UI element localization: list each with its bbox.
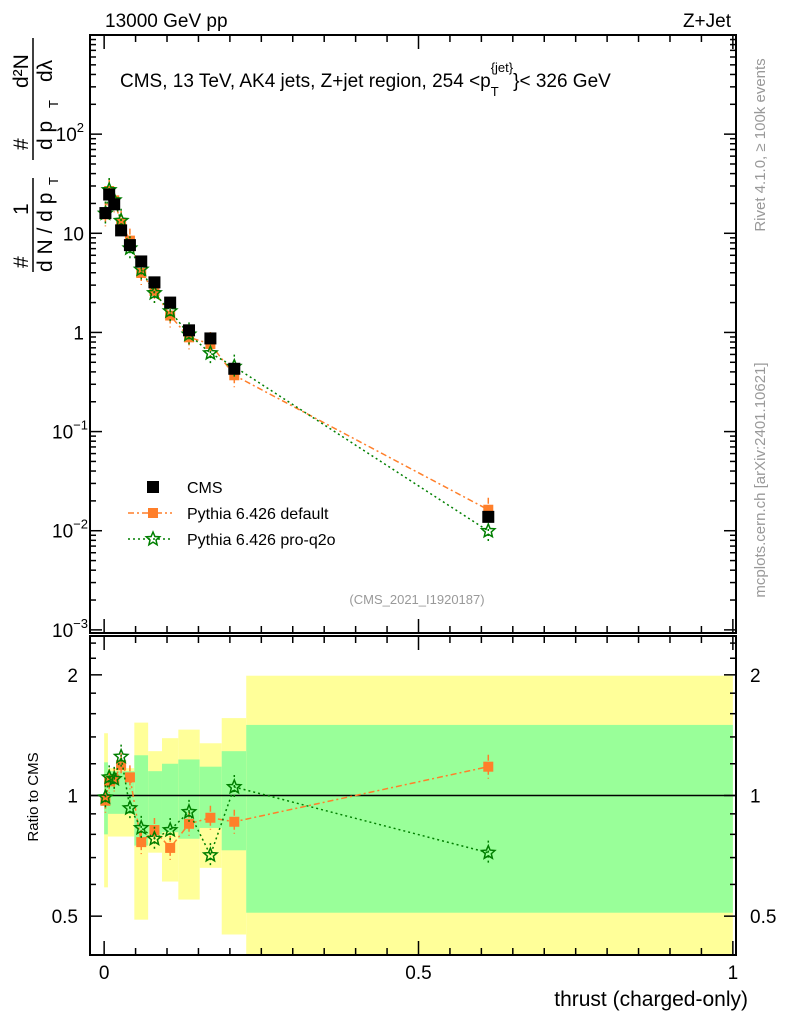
band-green-8	[246, 724, 733, 913]
series-layer	[96, 178, 497, 868]
ratio-point-default	[124, 772, 135, 783]
ratio-ytick-label-right: 1	[750, 787, 761, 808]
ratio-point-proq2o	[145, 829, 163, 846]
ratio-line-proq2o	[104, 756, 489, 858]
analysis-id: (CMS_2021_I1920187)	[349, 592, 484, 607]
legend-marker-default	[148, 508, 158, 518]
svg-text:dλ: dλ	[34, 59, 57, 82]
ratio-point-proq2o	[100, 768, 118, 785]
svg-text:#: #	[10, 256, 33, 268]
main-point-proq2o	[479, 522, 497, 539]
main-ytick-label: 102	[56, 120, 84, 146]
main-point-cms	[183, 324, 196, 337]
ratio-point-default	[229, 816, 240, 827]
svg-text:d N / d p: d N / d p	[34, 193, 57, 272]
band-green-5	[178, 759, 200, 839]
svg-text:1: 1	[10, 203, 33, 215]
ratio-point-proq2o	[132, 818, 150, 836]
plot-title: CMS, 13 TeV, AK4 jets, Z+jet region, 254…	[120, 60, 611, 99]
main-point-cms	[108, 198, 121, 211]
ratio-point-default	[205, 812, 216, 823]
band-green-3	[148, 771, 162, 835]
legend-label-proq2o: Pythia 6.426 pro-q2o	[187, 532, 336, 549]
ratio-ytick-label: 1	[67, 787, 78, 808]
main-point-cms	[228, 362, 241, 375]
mcplots-label: mcplots.cern.ch [arXiv:2401.10621]	[752, 362, 769, 597]
svg-text:#: #	[10, 138, 33, 150]
main-point-proq2o	[112, 211, 130, 228]
xtick-label: 1	[728, 963, 739, 984]
main-y-label: # 1 d N / d p T # d²N d p T dλ	[10, 38, 61, 272]
x-axis-label: thrust (charged-only)	[554, 988, 748, 1011]
ratio-ytick-label: 2	[67, 666, 78, 687]
legend: CMS Pythia 6.426 default Pythia 6.426 pro-…	[128, 480, 336, 549]
ratio-ytick-label-right: 0.5	[750, 907, 776, 928]
legend-marker-cms	[147, 481, 159, 493]
ratio-point-proq2o	[96, 788, 114, 805]
svg-text:T: T	[46, 177, 61, 185]
main-point-cms	[123, 239, 136, 252]
main-point-proq2o	[201, 344, 219, 361]
header-right: Z+Jet	[683, 11, 732, 32]
svg-text:d p: d p	[34, 121, 57, 150]
ratio-point-proq2o	[479, 843, 497, 860]
ratio-point-default	[165, 842, 176, 853]
main-point-proq2o	[145, 284, 163, 301]
band-green-6	[199, 766, 222, 828]
main-point-cms	[103, 188, 116, 201]
ratio-point-proq2o	[112, 747, 130, 764]
main-ytick-label: 10−2	[52, 517, 88, 543]
main-ytick-label: 10−1	[52, 418, 88, 444]
main-ytick-label: 10	[63, 224, 84, 245]
legend-marker-proq2o	[144, 530, 162, 547]
band-green-4	[161, 763, 179, 833]
ratio-point-proq2o	[201, 846, 219, 863]
band-green-7	[221, 751, 247, 851]
ratio-point-default	[136, 837, 147, 848]
xtick-label: 0	[99, 963, 110, 984]
ratio-point-proq2o	[180, 802, 198, 820]
ratio-ytick-label-right: 2	[750, 666, 761, 687]
main-ytick-label: 10−3	[52, 616, 88, 642]
main-line-default	[104, 188, 489, 511]
ratio-point-default	[483, 761, 494, 772]
svg-text:d²N: d²N	[10, 54, 33, 88]
ratio-ytick-label: 0.5	[52, 907, 78, 928]
main-point-default	[483, 504, 494, 515]
main-point-proq2o	[161, 302, 179, 319]
ratio-point-proq2o	[105, 769, 123, 787]
header-left: 13000 GeV pp	[105, 11, 228, 32]
main-ytick-label: 1	[73, 323, 84, 344]
ratio-y-label: Ratio to CMS	[25, 752, 42, 841]
ratio-bands	[104, 675, 733, 955]
ratio-point-proq2o	[161, 821, 179, 838]
svg-text:T: T	[46, 100, 61, 108]
main-point-cms	[115, 224, 128, 237]
main-point-cms	[482, 510, 495, 523]
xtick-label: 0.5	[405, 963, 431, 984]
ratio-point-default	[184, 818, 195, 829]
main-point-default	[149, 285, 160, 296]
main-point-cms	[204, 332, 217, 345]
ratio-point-proq2o	[225, 778, 243, 795]
axis-ticks: 102 10 1 10−1 10−2 10−3 2 2 1 1 0.5 0.5 0 0.5 1	[52, 34, 776, 984]
main-point-cms	[148, 276, 161, 289]
legend-label-cms: CMS	[187, 480, 223, 497]
legend-label-default: Pythia 6.426 default	[187, 506, 329, 523]
ratio-point-proq2o	[121, 799, 139, 816]
main-point-cms	[164, 296, 177, 309]
rivet-label: Rivet 4.1.0, ≥ 100k events	[752, 58, 769, 231]
main-plot-frame	[89, 34, 737, 634]
main-point-default	[116, 217, 127, 228]
main-point-cms	[135, 255, 148, 268]
